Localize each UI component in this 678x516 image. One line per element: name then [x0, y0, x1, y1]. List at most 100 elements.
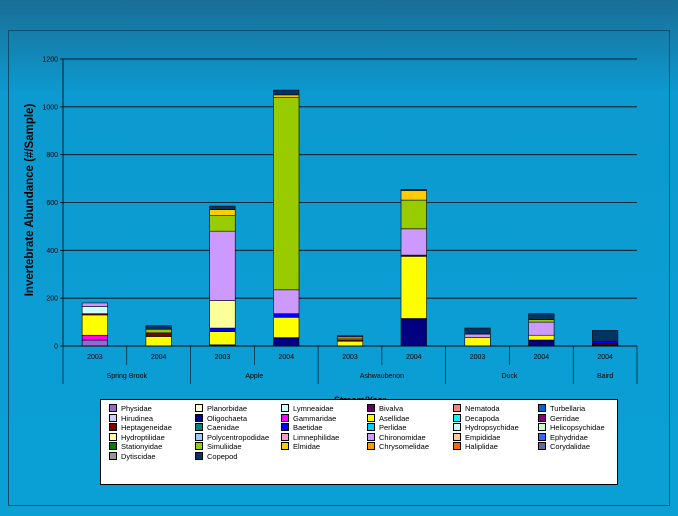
- legend-label: Chironomidae: [379, 432, 426, 442]
- y-tick-label: 1200: [42, 57, 58, 64]
- legend-item: Physidae: [109, 404, 152, 413]
- bar-segment: [209, 209, 236, 216]
- bar-segment: [400, 189, 427, 191]
- legend-swatch: [453, 423, 461, 432]
- bar-segment: [528, 339, 555, 347]
- legend-label: Caenidae: [207, 423, 240, 433]
- bar-segment: [464, 333, 491, 338]
- bar-segment: [209, 230, 236, 301]
- legend-swatch: [453, 413, 461, 422]
- legend-swatch: [195, 404, 203, 413]
- x-tick-label: 2004: [406, 354, 422, 361]
- legend-label: Haliplidae: [465, 442, 498, 452]
- group-label: Duck: [501, 373, 517, 380]
- legend-label: Asellidae: [379, 413, 410, 423]
- bar-segment: [273, 337, 300, 347]
- legend-swatch: [453, 432, 461, 441]
- legend-swatch: [367, 423, 375, 432]
- legend-label: Heptageneidae: [121, 423, 172, 433]
- y-axis-title: Invertebrate Abundance (#/Sample): [24, 104, 36, 297]
- legend-label: Perlidae: [379, 423, 407, 433]
- legend-item: Ephydridae: [538, 433, 588, 442]
- legend-swatch: [109, 432, 117, 441]
- group-label: Baird: [597, 373, 613, 380]
- legend-item: Bivalva: [367, 404, 403, 413]
- legend-item: Hydropsychidae: [453, 423, 519, 432]
- legend-item: Elmidae: [281, 442, 320, 451]
- legend-item: Baetidae: [281, 423, 323, 432]
- legend-label: Ephydridae: [550, 432, 588, 442]
- legend-swatch: [538, 413, 546, 422]
- legend-swatch: [195, 432, 203, 441]
- y-tick-label: 1000: [42, 104, 58, 111]
- bar-segment: [209, 215, 236, 232]
- legend-label: Lymneaidae: [293, 404, 334, 413]
- bars: [81, 89, 619, 347]
- legend-item: Stationyidae: [109, 442, 162, 451]
- bar-segment: [145, 332, 172, 337]
- legend-label: Dytiscidae: [121, 452, 156, 461]
- bar-segment: [528, 319, 555, 323]
- bar-segment: [273, 89, 300, 96]
- legend-swatch: [195, 413, 203, 422]
- bar-segment: [81, 302, 108, 307]
- bar-segment: [592, 330, 619, 342]
- legend-swatch: [367, 413, 375, 422]
- legend-label: Hydroptilidae: [121, 432, 165, 442]
- legend-label: Oligochaeta: [207, 413, 248, 423]
- legend-label: Corydalidae: [550, 442, 591, 452]
- y-tick-label: 400: [46, 248, 58, 255]
- bar-segment: [273, 96, 300, 291]
- bar-segment: [273, 289, 300, 315]
- legend-label: Chrysomelidae: [379, 442, 430, 452]
- bar-segment: [273, 94, 300, 98]
- bar-segment: [400, 190, 427, 201]
- legend-label: Helicopsychidae: [550, 423, 605, 433]
- legend-item: Chironomidae: [367, 433, 426, 442]
- legend-label: Simuliidae: [207, 442, 242, 452]
- bar-segment: [81, 314, 108, 336]
- legend-item: Empididae: [453, 433, 500, 442]
- bar-segment: [209, 300, 236, 329]
- x-tick-label: 2003: [215, 354, 231, 361]
- legend-label: Bivalva: [379, 404, 404, 413]
- legend-item: Gerridae: [538, 414, 579, 423]
- bar-segment: [273, 313, 300, 318]
- bar-segment: [592, 340, 619, 344]
- legend-item: Lymneaidae: [281, 404, 334, 413]
- legend-item: Planorbidae: [195, 404, 247, 413]
- bar-segment: [145, 336, 172, 347]
- legend-item: Asellidae: [367, 414, 409, 423]
- legend-swatch: [453, 404, 461, 413]
- bar-segment: [528, 313, 555, 320]
- bar-segment: [400, 199, 427, 230]
- legend-swatch: [367, 432, 375, 441]
- bar-segment: [145, 325, 172, 330]
- bar-segment: [400, 228, 427, 256]
- legend-item: Oligochaeta: [195, 414, 247, 423]
- legend-item: Helicopsychidae: [538, 423, 605, 432]
- legend-item: Caenidae: [195, 423, 239, 432]
- legend-item: Heptageneidae: [109, 423, 172, 432]
- legend-label: Limnephilidae: [293, 432, 340, 442]
- legend-swatch: [281, 423, 289, 432]
- legend-swatch: [195, 442, 203, 451]
- bar-segment: [464, 337, 491, 347]
- legend-item: Dytiscidae: [109, 452, 156, 461]
- legend-swatch: [109, 404, 117, 413]
- legend-swatch: [538, 442, 546, 451]
- legend-item: Hirudinea: [109, 414, 153, 423]
- legend-label: Elmidae: [293, 442, 321, 452]
- legend-label: Baetidae: [293, 423, 323, 433]
- bar-segment: [528, 321, 555, 336]
- legend-item: Gammaridae: [281, 414, 336, 423]
- group-label: Ashwaubenon: [360, 373, 404, 380]
- legend-swatch: [367, 404, 375, 413]
- legend-swatch: [538, 423, 546, 432]
- legend-swatch: [281, 442, 289, 451]
- legend-swatch: [281, 413, 289, 422]
- legend-label: Decapoda: [465, 413, 500, 423]
- legend-label: Hirudinea: [121, 413, 154, 423]
- y-tick-label: 0: [54, 344, 58, 351]
